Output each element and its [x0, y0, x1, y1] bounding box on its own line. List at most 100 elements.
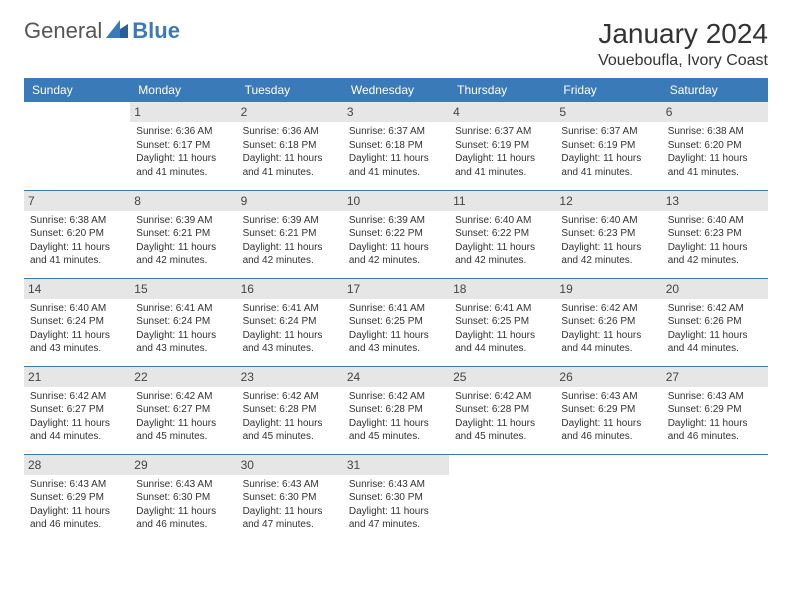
- daylight2-text: and 41 minutes.: [561, 166, 655, 180]
- daylight2-text: and 43 minutes.: [349, 342, 443, 356]
- calendar-body: 1Sunrise: 6:36 AMSunset: 6:17 PMDaylight…: [24, 102, 768, 542]
- calendar-row: 21Sunrise: 6:42 AMSunset: 6:27 PMDayligh…: [24, 366, 768, 454]
- daylight1-text: Daylight: 11 hours: [136, 417, 230, 431]
- day-number: 6: [662, 102, 768, 122]
- weekday-header: Sunday: [24, 78, 130, 102]
- calendar-cell: 15Sunrise: 6:41 AMSunset: 6:24 PMDayligh…: [130, 278, 236, 366]
- daylight1-text: Daylight: 11 hours: [561, 417, 655, 431]
- calendar-cell: 29Sunrise: 6:43 AMSunset: 6:30 PMDayligh…: [130, 454, 236, 542]
- calendar-cell: 23Sunrise: 6:42 AMSunset: 6:28 PMDayligh…: [237, 366, 343, 454]
- sunrise-text: Sunrise: 6:43 AM: [668, 390, 762, 404]
- daylight1-text: Daylight: 11 hours: [136, 241, 230, 255]
- daylight2-text: and 43 minutes.: [243, 342, 337, 356]
- daylight2-text: and 41 minutes.: [668, 166, 762, 180]
- sunrise-text: Sunrise: 6:42 AM: [136, 390, 230, 404]
- daylight2-text: and 44 minutes.: [561, 342, 655, 356]
- sunrise-text: Sunrise: 6:36 AM: [136, 125, 230, 139]
- daylight2-text: and 44 minutes.: [668, 342, 762, 356]
- sunset-text: Sunset: 6:25 PM: [455, 315, 549, 329]
- sunrise-text: Sunrise: 6:40 AM: [30, 302, 124, 316]
- sunset-text: Sunset: 6:29 PM: [30, 491, 124, 505]
- day-number: 9: [237, 191, 343, 211]
- sunset-text: Sunset: 6:20 PM: [30, 227, 124, 241]
- sunset-text: Sunset: 6:26 PM: [561, 315, 655, 329]
- calendar-cell: 18Sunrise: 6:41 AMSunset: 6:25 PMDayligh…: [449, 278, 555, 366]
- day-number: 22: [130, 367, 236, 387]
- calendar-row: 14Sunrise: 6:40 AMSunset: 6:24 PMDayligh…: [24, 278, 768, 366]
- calendar-cell: 2Sunrise: 6:36 AMSunset: 6:18 PMDaylight…: [237, 102, 343, 190]
- sunset-text: Sunset: 6:19 PM: [561, 139, 655, 153]
- sunrise-text: Sunrise: 6:36 AM: [243, 125, 337, 139]
- title-block: January 2024 Voueboufla, Ivory Coast: [598, 18, 768, 70]
- location-label: Voueboufla, Ivory Coast: [598, 52, 768, 70]
- brand-logo: General Blue: [24, 18, 180, 44]
- day-number: 23: [237, 367, 343, 387]
- sunset-text: Sunset: 6:30 PM: [136, 491, 230, 505]
- calendar-cell: 11Sunrise: 6:40 AMSunset: 6:22 PMDayligh…: [449, 190, 555, 278]
- day-number: 21: [24, 367, 130, 387]
- sunrise-text: Sunrise: 6:42 AM: [561, 302, 655, 316]
- day-number: 27: [662, 367, 768, 387]
- sunset-text: Sunset: 6:21 PM: [243, 227, 337, 241]
- day-number: 1: [130, 102, 236, 122]
- calendar-cell: 3Sunrise: 6:37 AMSunset: 6:18 PMDaylight…: [343, 102, 449, 190]
- sunrise-text: Sunrise: 6:39 AM: [243, 214, 337, 228]
- calendar-row: 28Sunrise: 6:43 AMSunset: 6:29 PMDayligh…: [24, 454, 768, 542]
- calendar-cell: [662, 454, 768, 542]
- daylight2-text: and 42 minutes.: [136, 254, 230, 268]
- sunset-text: Sunset: 6:28 PM: [455, 403, 549, 417]
- weekday-header: Tuesday: [237, 78, 343, 102]
- calendar-cell: 6Sunrise: 6:38 AMSunset: 6:20 PMDaylight…: [662, 102, 768, 190]
- daylight2-text: and 42 minutes.: [455, 254, 549, 268]
- month-title: January 2024: [598, 18, 768, 50]
- daylight2-text: and 43 minutes.: [136, 342, 230, 356]
- calendar-cell: [555, 454, 661, 542]
- daylight2-text: and 42 minutes.: [243, 254, 337, 268]
- calendar-row: 7Sunrise: 6:38 AMSunset: 6:20 PMDaylight…: [24, 190, 768, 278]
- sunrise-text: Sunrise: 6:38 AM: [30, 214, 124, 228]
- sunrise-text: Sunrise: 6:40 AM: [668, 214, 762, 228]
- day-number: 24: [343, 367, 449, 387]
- daylight1-text: Daylight: 11 hours: [30, 329, 124, 343]
- calendar-cell: 20Sunrise: 6:42 AMSunset: 6:26 PMDayligh…: [662, 278, 768, 366]
- sunset-text: Sunset: 6:19 PM: [455, 139, 549, 153]
- calendar-cell: 14Sunrise: 6:40 AMSunset: 6:24 PMDayligh…: [24, 278, 130, 366]
- day-number: 17: [343, 279, 449, 299]
- day-number: 13: [662, 191, 768, 211]
- calendar-cell: 21Sunrise: 6:42 AMSunset: 6:27 PMDayligh…: [24, 366, 130, 454]
- daylight1-text: Daylight: 11 hours: [668, 329, 762, 343]
- daylight2-text: and 41 minutes.: [243, 166, 337, 180]
- daylight2-text: and 44 minutes.: [455, 342, 549, 356]
- daylight1-text: Daylight: 11 hours: [30, 417, 124, 431]
- daylight1-text: Daylight: 11 hours: [561, 329, 655, 343]
- day-number: 7: [24, 191, 130, 211]
- sunset-text: Sunset: 6:24 PM: [243, 315, 337, 329]
- daylight1-text: Daylight: 11 hours: [455, 329, 549, 343]
- calendar-cell: 10Sunrise: 6:39 AMSunset: 6:22 PMDayligh…: [343, 190, 449, 278]
- daylight2-text: and 45 minutes.: [136, 430, 230, 444]
- calendar-cell: 31Sunrise: 6:43 AMSunset: 6:30 PMDayligh…: [343, 454, 449, 542]
- calendar-cell: 28Sunrise: 6:43 AMSunset: 6:29 PMDayligh…: [24, 454, 130, 542]
- daylight1-text: Daylight: 11 hours: [243, 505, 337, 519]
- calendar-cell: 19Sunrise: 6:42 AMSunset: 6:26 PMDayligh…: [555, 278, 661, 366]
- brand-part1: General: [24, 18, 102, 44]
- calendar-cell: 12Sunrise: 6:40 AMSunset: 6:23 PMDayligh…: [555, 190, 661, 278]
- calendar-cell: 4Sunrise: 6:37 AMSunset: 6:19 PMDaylight…: [449, 102, 555, 190]
- calendar-cell: 22Sunrise: 6:42 AMSunset: 6:27 PMDayligh…: [130, 366, 236, 454]
- daylight1-text: Daylight: 11 hours: [349, 329, 443, 343]
- sunset-text: Sunset: 6:23 PM: [561, 227, 655, 241]
- daylight1-text: Daylight: 11 hours: [243, 417, 337, 431]
- daylight1-text: Daylight: 11 hours: [243, 241, 337, 255]
- sunrise-text: Sunrise: 6:41 AM: [136, 302, 230, 316]
- sunrise-text: Sunrise: 6:43 AM: [243, 478, 337, 492]
- daylight2-text: and 45 minutes.: [243, 430, 337, 444]
- day-number: 18: [449, 279, 555, 299]
- day-number: 3: [343, 102, 449, 122]
- calendar-cell: [449, 454, 555, 542]
- daylight2-text: and 41 minutes.: [455, 166, 549, 180]
- daylight1-text: Daylight: 11 hours: [30, 241, 124, 255]
- sunset-text: Sunset: 6:24 PM: [136, 315, 230, 329]
- calendar-cell: 9 Sunrise: 6:39 AMSunset: 6:21 PMDaylight…: [237, 190, 343, 278]
- daylight1-text: Daylight: 11 hours: [136, 152, 230, 166]
- sunrise-text: Sunrise: 6:42 AM: [455, 390, 549, 404]
